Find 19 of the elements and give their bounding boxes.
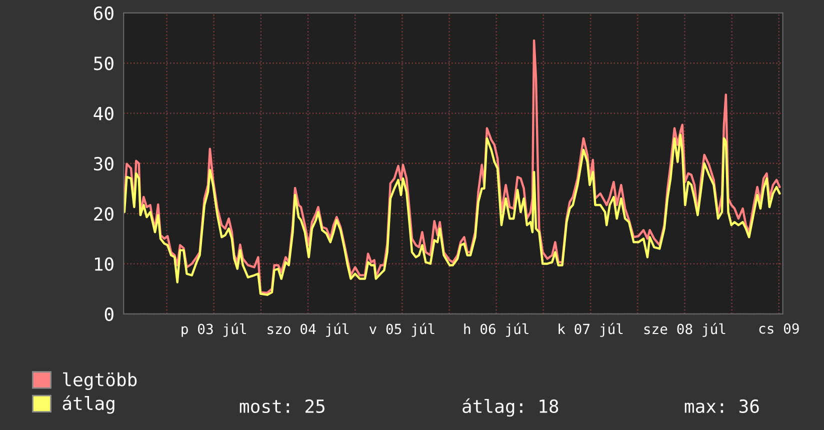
y-tick-label: 0 <box>104 307 114 322</box>
text: átlag: 18 <box>462 398 558 417</box>
text: max: 36 <box>684 399 759 414</box>
x-tick-label: v 05 júl <box>369 322 434 337</box>
x-tick-label: h 06 júl <box>464 322 528 337</box>
y-tick-label: 40 <box>94 106 114 120</box>
x-tick-label: szo 04 júl <box>268 322 348 337</box>
legend-label: legtöbb <box>63 372 137 390</box>
legend-label: átlag <box>62 395 114 414</box>
x-tick-label: cs 09 <box>759 323 799 334</box>
y-tick-label: 10 <box>95 257 114 271</box>
text: most: 25 <box>240 399 324 414</box>
x-tick-label: k 07 júl <box>558 322 623 337</box>
y-tick-label: 30 <box>94 156 114 171</box>
x-tick-label: p 03 júl <box>182 322 246 337</box>
y-tick-label: 50 <box>94 56 114 70</box>
y-tick-label: 20 <box>94 207 114 221</box>
y-tick-label: 60 <box>94 6 114 20</box>
x-tick-label: sze 08 júl <box>644 322 726 337</box>
